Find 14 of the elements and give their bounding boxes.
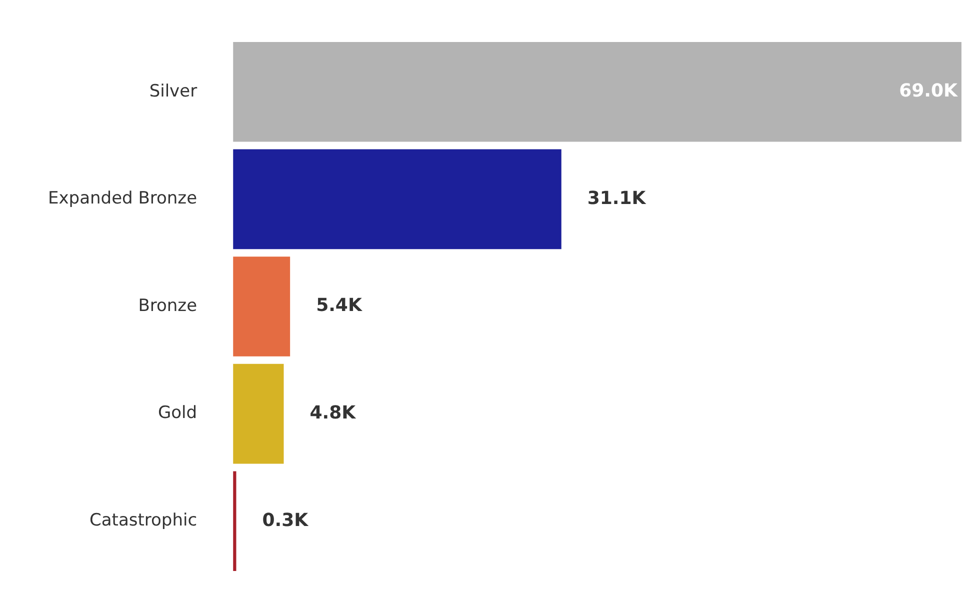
y-tick-label: Gold: [158, 403, 198, 424]
y-tick-label: Expanded Bronze: [48, 188, 198, 209]
y-tick-label: Bronze: [138, 296, 198, 316]
y-tick-label: Catastrophic: [90, 510, 198, 531]
data-label: 0.3K: [262, 510, 310, 531]
data-label: 31.1K: [587, 188, 647, 209]
y-tick-label: Silver: [149, 81, 198, 102]
data-label: 69.0K: [899, 80, 958, 102]
data-label: 4.8K: [310, 402, 357, 424]
bar: [233, 256, 290, 356]
data-label: 5.4K: [316, 295, 363, 316]
bar: [233, 149, 562, 250]
bar: [233, 42, 962, 142]
bar: [233, 364, 284, 464]
